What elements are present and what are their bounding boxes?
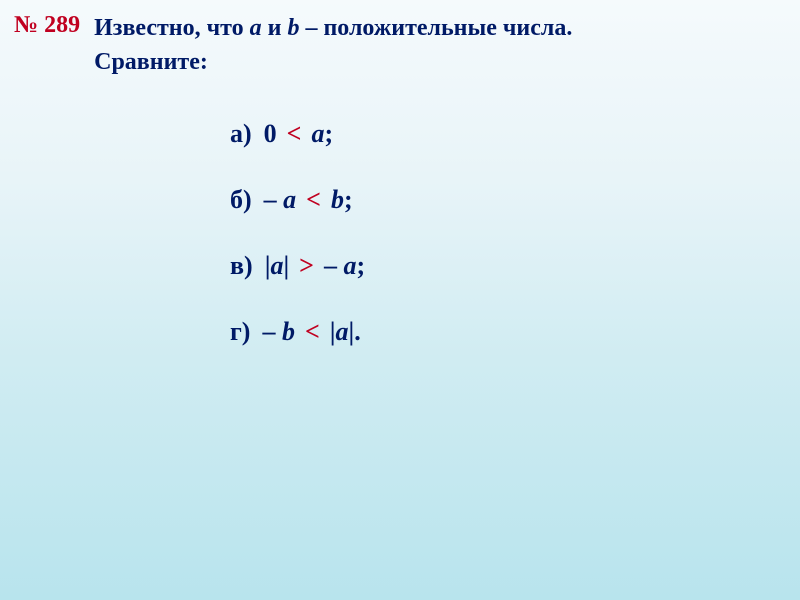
text-suffix: – положительные числа. — [299, 15, 572, 41]
operator-text: – — [324, 251, 344, 280]
variable-b: b — [287, 15, 299, 41]
comparison-item: б)– a<b; — [230, 185, 800, 215]
item-marker: а) — [230, 119, 252, 149]
comparison-item: г)– b<|a|. — [230, 317, 800, 347]
item-marker: в) — [230, 251, 253, 281]
expression-left: 0 — [264, 119, 277, 149]
problem-number: № 289 — [14, 12, 80, 39]
expression-right: a; — [312, 119, 334, 149]
text-mid: и — [262, 15, 288, 41]
expression-right: – a; — [324, 251, 365, 281]
item-marker: б) — [230, 185, 252, 215]
expression-right: b; — [331, 185, 353, 215]
statement-line1: Известно, что a и b – положительные числ… — [94, 15, 572, 41]
variable: b — [282, 317, 295, 346]
variable: a — [344, 251, 357, 280]
comparison-item: а) 0 < a; — [230, 119, 800, 149]
expression-left: |a| — [265, 251, 289, 281]
operator-text: – — [264, 185, 284, 214]
comparator-symbol: > — [299, 251, 314, 281]
comparison-list: а)0<a;б)– a<b;в)|a|>– a;г)– b<|a|. — [230, 119, 800, 347]
statement-line2: Сравните: — [94, 49, 208, 75]
comparator-symbol: < — [287, 119, 302, 149]
operator-text: 0 — [264, 119, 277, 148]
terminator: ; — [325, 119, 334, 148]
variable: a — [283, 185, 296, 214]
variable: b — [331, 185, 344, 214]
variable-a: a — [250, 15, 262, 41]
comparator-symbol: < — [306, 185, 321, 215]
terminator: ; — [344, 185, 353, 214]
operator-text: – — [262, 317, 282, 346]
expression-left: – b — [262, 317, 295, 347]
terminator: . — [354, 317, 361, 346]
comparator-symbol: < — [305, 317, 320, 347]
problem-statement: Известно, что a и b – положительные числ… — [94, 12, 572, 79]
text-prefix: Известно, что — [94, 15, 250, 41]
expression-left: – a — [264, 185, 297, 215]
variable: a — [312, 119, 325, 148]
terminator: ; — [357, 251, 366, 280]
item-marker: г) — [230, 317, 250, 347]
variable: a — [270, 251, 283, 280]
variable: a — [336, 317, 349, 346]
comparison-item: в)|a|>– a; — [230, 251, 800, 281]
expression-right: |a|. — [330, 317, 361, 347]
problem-header: № 289 Известно, что a и b – положительны… — [0, 0, 800, 79]
operator-text: | — [283, 251, 289, 280]
